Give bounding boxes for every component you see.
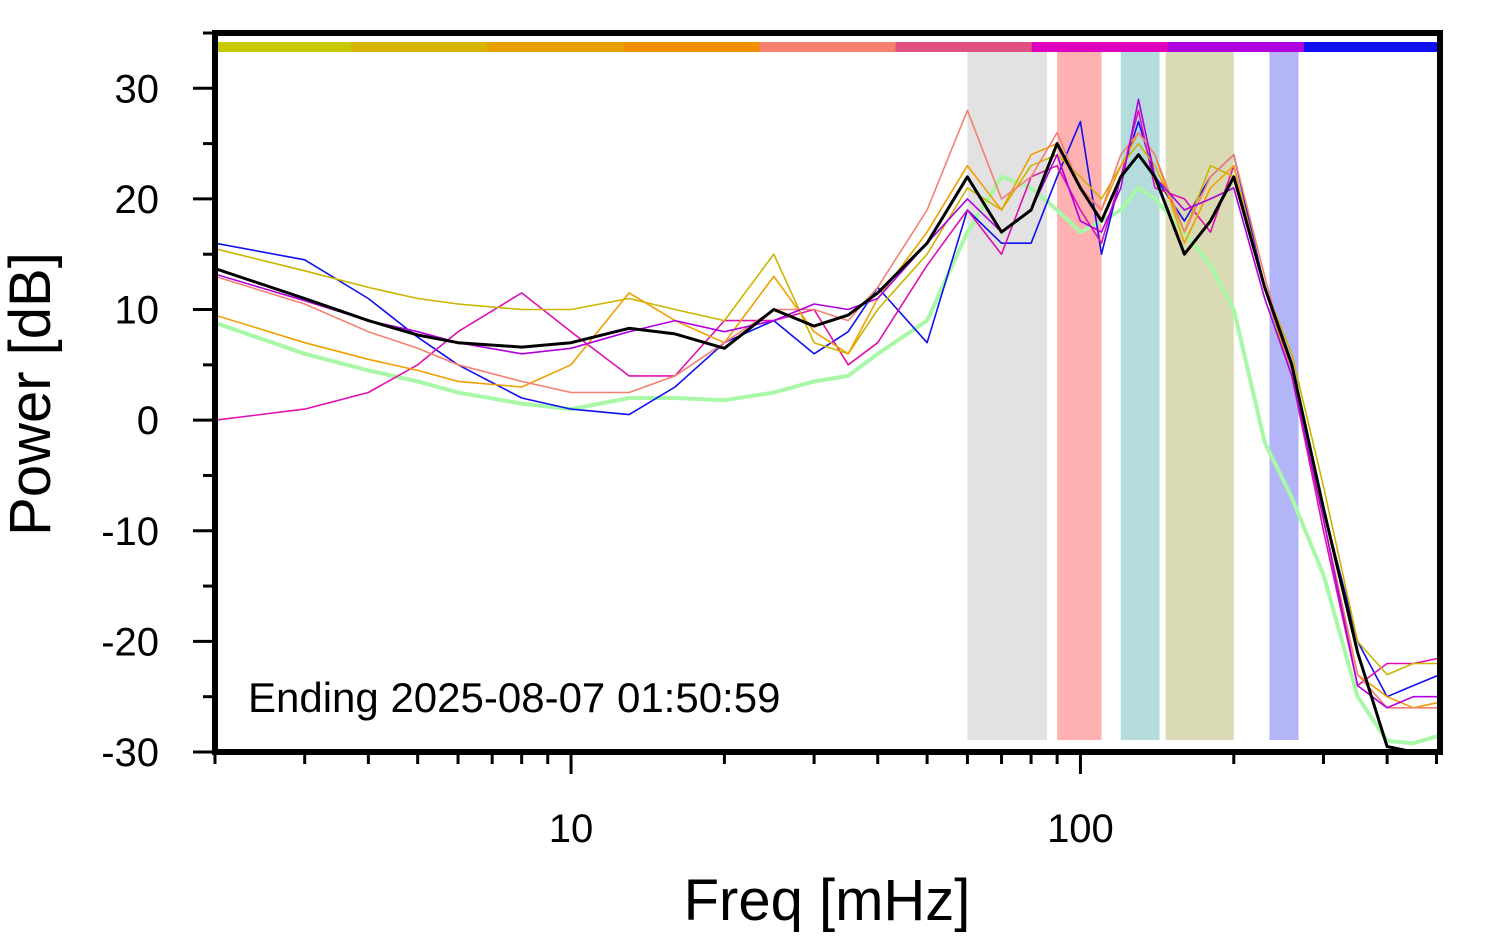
top-strip-segment	[895, 42, 1033, 52]
y-tick-label: 10	[115, 289, 160, 333]
band	[1057, 52, 1102, 740]
axes: -30 -20 -10 0 10 20 30 10 100	[101, 31, 1438, 851]
top-strip-segment	[1167, 42, 1305, 52]
top-strip-segment	[623, 42, 760, 52]
top-strip-segment	[759, 42, 897, 52]
y-tick-label: 30	[115, 67, 160, 111]
x-tick-label: 10	[549, 807, 594, 851]
y-tick-label: -10	[101, 510, 159, 554]
series-line	[215, 142, 1440, 752]
top-strip-segment	[1303, 42, 1440, 52]
x-tick-label: 100	[1047, 807, 1114, 851]
bands	[215, 42, 1440, 740]
y-tick-label: -30	[101, 731, 159, 775]
y-tick-label: 20	[115, 178, 160, 222]
annotation: Ending 2025-08-07 01:50:59	[248, 674, 780, 721]
top-strip-segment	[215, 42, 352, 52]
band	[1269, 52, 1299, 740]
series-line	[215, 131, 1440, 709]
top-strip-segment	[1031, 42, 1169, 52]
y-tick-label: 0	[137, 399, 159, 443]
band	[1165, 52, 1234, 740]
band	[967, 52, 1048, 740]
y-tick-label: -20	[101, 620, 159, 664]
plot-frame	[212, 30, 1443, 755]
y-axis-title: Power [dB]	[0, 252, 63, 536]
x-axis-title: Freq [mHz]	[684, 868, 971, 933]
lines	[215, 98, 1440, 752]
top-strip-segment	[487, 42, 624, 52]
top-strip-segment	[351, 42, 488, 52]
